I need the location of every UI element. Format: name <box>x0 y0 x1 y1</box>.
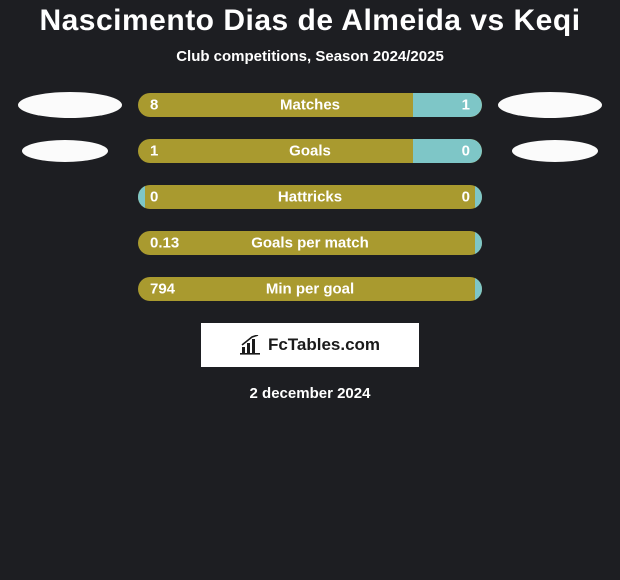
brand-box: FcTables.com <box>201 323 419 367</box>
chart-icon <box>240 335 264 355</box>
stat-row-goals-per-match: 0.13 Goals per match <box>0 231 620 255</box>
stat-value-left: 8 <box>150 97 158 114</box>
player-marker-left <box>22 140 108 162</box>
stat-value-right: 0 <box>462 143 470 160</box>
stats-content: 8 Matches 1 1 Goals 0 0 Hat <box>0 93 620 301</box>
brand-text: FcTables.com <box>268 335 380 355</box>
bar-fill-right <box>475 231 482 255</box>
subtitle: Club competitions, Season 2024/2025 <box>0 48 620 65</box>
stat-value-left: 0 <box>150 189 158 206</box>
bar-fill-left <box>138 185 145 209</box>
bar-fill-right <box>475 185 482 209</box>
stat-label: Hattricks <box>278 189 342 206</box>
stat-value-left: 1 <box>150 143 158 160</box>
stat-bar: 8 Matches 1 <box>138 93 482 117</box>
stat-bar: 794 Min per goal <box>138 277 482 301</box>
stat-row-min-per-goal: 794 Min per goal <box>0 277 620 301</box>
player-marker-right <box>498 92 602 118</box>
stat-value-left: 0.13 <box>150 235 179 252</box>
stat-value-left: 794 <box>150 281 175 298</box>
stat-bar: 0.13 Goals per match <box>138 231 482 255</box>
stat-label: Min per goal <box>266 281 354 298</box>
date-text: 2 december 2024 <box>0 385 620 402</box>
stat-row-matches: 8 Matches 1 <box>0 93 620 117</box>
player-marker-right <box>512 140 598 162</box>
infographic-container: Nascimento Dias de Almeida vs Keqi Club … <box>0 0 620 580</box>
player-marker-left <box>18 92 122 118</box>
stat-value-right: 1 <box>462 97 470 114</box>
stat-label: Goals <box>289 143 331 160</box>
bar-fill-right <box>475 277 482 301</box>
bar-fill-right <box>413 139 482 163</box>
stat-bar: 1 Goals 0 <box>138 139 482 163</box>
page-title: Nascimento Dias de Almeida vs Keqi <box>0 0 620 38</box>
stat-row-hattricks: 0 Hattricks 0 <box>0 185 620 209</box>
stat-label: Goals per match <box>251 235 369 252</box>
stat-label: Matches <box>280 97 340 114</box>
stat-value-right: 0 <box>462 189 470 206</box>
bar-fill-right <box>413 93 482 117</box>
stat-row-goals: 1 Goals 0 <box>0 139 620 163</box>
stat-bar: 0 Hattricks 0 <box>138 185 482 209</box>
